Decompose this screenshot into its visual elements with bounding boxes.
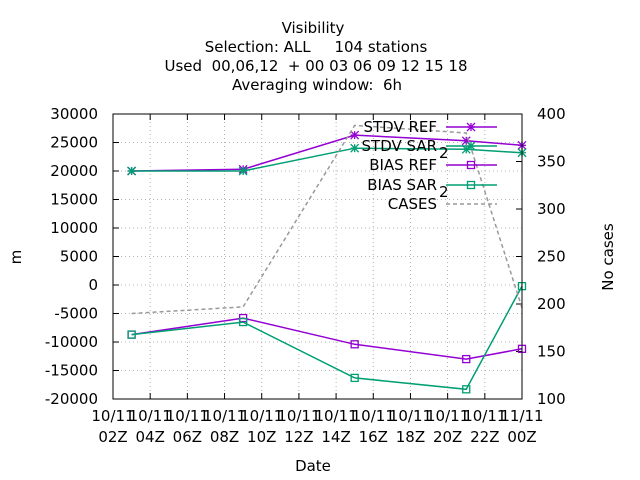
- x-tick-label-date: 10/11: [277, 407, 320, 425]
- x-tick-label-hour: 02Z: [98, 428, 127, 446]
- data-point-bias-sar: [462, 385, 471, 394]
- y2-tick-label: 300: [537, 200, 566, 218]
- y-tick-label: 5000: [60, 248, 98, 266]
- x-axis-label: Date: [295, 457, 331, 475]
- y-axis-label: m: [7, 250, 25, 265]
- y2-axis-label: No cases: [599, 223, 617, 291]
- legend-label-subscript: 2: [439, 183, 449, 201]
- y2-tick-label: 150: [537, 343, 566, 361]
- x-tick-label-date: 10/11: [240, 407, 283, 425]
- x-tick-label-hour: 22Z: [470, 428, 499, 446]
- plot-border: [112, 113, 523, 400]
- x-tick-label-date: 10/11: [352, 407, 395, 425]
- data-point-stdv-ref: [350, 130, 360, 140]
- y-tick-label: 30000: [50, 105, 98, 123]
- data-point-bias-sar: [350, 373, 359, 383]
- x-tick-label-hour: 10Z: [247, 428, 276, 446]
- x-tick-label-date: 10/11: [426, 407, 469, 425]
- y-tick-label: 15000: [50, 191, 98, 209]
- series-line-cases: [131, 124, 523, 315]
- data-point-bias-ref: [462, 354, 471, 364]
- title-line-1: Visibility: [282, 19, 345, 37]
- x-tick-label-hour: 04Z: [135, 428, 164, 446]
- y-tick-label: 25000: [50, 134, 98, 152]
- legend-marker-bias-ref: [466, 160, 476, 170]
- legend-label-subscript: 2: [439, 144, 449, 162]
- legend-marker-bias-sar: [466, 180, 476, 190]
- y-tick-label: -5000: [54, 305, 98, 323]
- series-line-bias-ref: [131, 317, 523, 360]
- title-line-4: Averaging window: 6h: [232, 76, 402, 94]
- y-tick-label: 0: [88, 276, 98, 294]
- x-tick-label-date: 10/11: [166, 407, 209, 425]
- legend-label-stdv-ref: STDV REF: [363, 118, 437, 136]
- x-tick-label-hour: 12Z: [284, 428, 313, 446]
- x-tick-label-date: 10/11: [463, 407, 506, 425]
- y2-tick-label: 350: [537, 153, 566, 171]
- x-tick-label-hour: 16Z: [359, 428, 388, 446]
- data-point-bias-ref: [350, 340, 359, 349]
- y-tick-label: 10000: [50, 219, 98, 237]
- y2-tick-label: 400: [537, 105, 566, 123]
- title-line-2: Selection: ALL 104 stations: [205, 38, 428, 56]
- x-tick-label-date: 10/11: [389, 407, 432, 425]
- y-tick-label: -15000: [45, 362, 98, 380]
- y2-tick-label: 200: [537, 295, 566, 313]
- series-lines: [127, 124, 527, 394]
- data-point-stdv-sar: [350, 143, 360, 153]
- data-point-bias-sar: [127, 330, 136, 339]
- series-line-bias-sar: [131, 285, 523, 391]
- data-point-stdv-sar: [127, 166, 137, 176]
- legend-marker-stdv-ref: [466, 122, 476, 132]
- legend-label-stdv-sar: STDV SAR: [362, 137, 437, 155]
- y-tick-label: -10000: [45, 333, 98, 351]
- x-tick-label-date: 11/11: [500, 407, 543, 425]
- legend-label-bias-ref: BIAS REF: [369, 156, 437, 174]
- grid-lines: [112, 113, 523, 400]
- x-tick-label-hour: 20Z: [433, 428, 462, 446]
- data-point-bias-sar: [238, 317, 248, 327]
- x-tick-label-date: 10/11: [203, 407, 246, 425]
- y-tick-labels: 30000 25000 20000 15000 10000 5000 0 -5000 -1000…: [45, 105, 98, 408]
- x-tick-label-hour: 00Z: [507, 428, 536, 446]
- legend-label-bias-sar: BIAS SAR: [367, 176, 437, 194]
- y2-tick-label: 100: [537, 390, 566, 408]
- x-tick-label-hour: 08Z: [210, 428, 239, 446]
- x-tick-labels: 10/1102Z10/1104Z10/1106Z10/1108Z10/1110Z…: [91, 407, 543, 446]
- y2-tick-label: 250: [537, 248, 566, 266]
- title-line-3: Used 00,06,12 + 00 03 06 09 12 15 18: [165, 57, 468, 75]
- x-tick-label-hour: 14Z: [321, 428, 350, 446]
- chart-title: Visibility Selection: ALL 104 stations U…: [165, 19, 468, 94]
- y-tick-label: -20000: [45, 390, 98, 408]
- data-point-stdv-sar: [238, 166, 248, 176]
- y-tick-label: 20000: [50, 162, 98, 180]
- legend-marker-stdv-sar: [466, 141, 476, 151]
- x-tick-label-hour: 18Z: [396, 428, 425, 446]
- x-tick-label-date: 10/11: [129, 407, 172, 425]
- x-tick-label-date: 10/11: [314, 407, 357, 425]
- x-tick-label-date: 10/11: [91, 407, 134, 425]
- legend-label-cases: CASES: [388, 195, 437, 213]
- y2-tick-labels: 400 350 300 250 200 150 100: [537, 105, 566, 408]
- x-tick-label-hour: 06Z: [173, 428, 202, 446]
